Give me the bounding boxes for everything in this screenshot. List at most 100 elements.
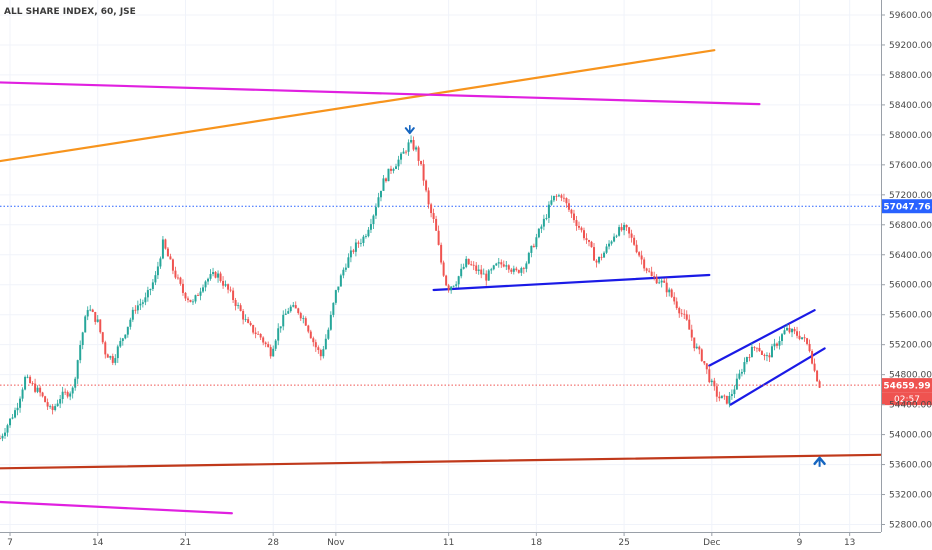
candle-body bbox=[297, 308, 300, 314]
candle-body bbox=[755, 347, 758, 349]
y-tick-label: 58800.00 bbox=[889, 71, 932, 81]
candle bbox=[222, 276, 225, 289]
candle-body bbox=[212, 272, 215, 275]
candle bbox=[577, 221, 580, 230]
candle-body bbox=[259, 333, 262, 338]
candle-body bbox=[347, 257, 350, 268]
candle bbox=[713, 377, 716, 391]
candle-body bbox=[61, 391, 64, 400]
candle-body bbox=[440, 244, 443, 263]
candle-body bbox=[733, 389, 736, 395]
candle-body bbox=[786, 327, 789, 331]
candle bbox=[417, 145, 420, 166]
candle bbox=[337, 286, 340, 293]
candle bbox=[630, 229, 633, 243]
candle bbox=[675, 297, 678, 310]
candle bbox=[645, 267, 648, 274]
y-axis[interactable]: 59600.00 59200.00 58800.00 58400.00 58000.00… bbox=[881, 0, 932, 532]
x-axis[interactable]: 7 14 21 28 Nov 11 18 25 Dec 9 13 bbox=[0, 532, 881, 548]
candle-body bbox=[575, 220, 578, 226]
candle bbox=[109, 355, 112, 360]
candle bbox=[232, 287, 235, 303]
candle bbox=[76, 359, 79, 384]
candle-body bbox=[555, 195, 558, 197]
candle-body bbox=[560, 195, 563, 198]
candle bbox=[359, 238, 362, 247]
candle bbox=[397, 155, 400, 170]
candle bbox=[625, 224, 628, 231]
candle-body bbox=[663, 280, 666, 283]
candle bbox=[668, 287, 671, 297]
candle-body bbox=[66, 392, 69, 397]
candle-body bbox=[146, 290, 149, 298]
candle-body bbox=[735, 378, 738, 390]
candle-body bbox=[199, 291, 202, 296]
candle bbox=[598, 256, 601, 265]
candle-body bbox=[29, 376, 32, 384]
y-tick-label: 55200.00 bbox=[889, 341, 932, 351]
candle-body bbox=[314, 342, 317, 348]
candle bbox=[322, 345, 325, 359]
candle-body bbox=[312, 338, 315, 343]
candle bbox=[54, 403, 57, 412]
candle-body bbox=[31, 383, 34, 384]
candle-body bbox=[760, 351, 763, 355]
candle bbox=[796, 326, 799, 339]
candle-body bbox=[768, 355, 771, 358]
candle-body bbox=[397, 159, 400, 167]
candle bbox=[309, 329, 312, 339]
candle-body bbox=[698, 346, 701, 350]
candle bbox=[151, 278, 154, 292]
candle-body bbox=[522, 268, 525, 269]
candle-body bbox=[327, 329, 330, 339]
candle bbox=[515, 266, 518, 272]
candle bbox=[4, 427, 7, 439]
candle bbox=[588, 239, 591, 247]
candle-body bbox=[507, 265, 510, 270]
candle-body bbox=[780, 334, 783, 342]
candle bbox=[144, 292, 147, 306]
candle bbox=[31, 381, 34, 386]
candle-body bbox=[116, 346, 119, 359]
candle bbox=[745, 356, 748, 365]
candle bbox=[738, 369, 741, 380]
candle bbox=[395, 163, 398, 170]
candle bbox=[665, 277, 668, 297]
candle bbox=[427, 187, 430, 209]
candle bbox=[595, 259, 598, 268]
candle bbox=[257, 331, 260, 335]
candle-body bbox=[287, 311, 290, 314]
candle-body bbox=[106, 354, 109, 358]
candle bbox=[512, 265, 515, 275]
candle bbox=[334, 289, 337, 305]
candle-body bbox=[678, 308, 681, 314]
candle-body bbox=[462, 266, 465, 269]
candle-body bbox=[407, 142, 410, 152]
candle-body bbox=[530, 245, 533, 253]
candle-body bbox=[244, 319, 247, 320]
candle bbox=[710, 378, 713, 386]
candle-body bbox=[685, 314, 688, 320]
candle-body bbox=[425, 180, 428, 191]
candle bbox=[522, 266, 525, 274]
candle-body bbox=[179, 277, 182, 284]
candle-body bbox=[64, 391, 67, 393]
candle-body bbox=[603, 252, 606, 258]
candle bbox=[562, 193, 565, 202]
candle-body bbox=[512, 268, 515, 272]
candle-body bbox=[658, 282, 661, 284]
candle-body bbox=[500, 262, 503, 265]
candle bbox=[204, 280, 207, 292]
candle-body bbox=[169, 256, 172, 260]
candle bbox=[477, 264, 480, 275]
candle-body bbox=[36, 387, 39, 392]
candle bbox=[189, 299, 192, 303]
x-tick-label: Dec bbox=[703, 538, 720, 548]
candle bbox=[780, 332, 783, 346]
candle-body bbox=[387, 168, 390, 182]
candle bbox=[527, 251, 530, 265]
candle-body bbox=[26, 376, 29, 378]
candle-body bbox=[605, 246, 608, 253]
horizontal-levels: 57047.76 54659.99 02:57 bbox=[0, 199, 932, 406]
